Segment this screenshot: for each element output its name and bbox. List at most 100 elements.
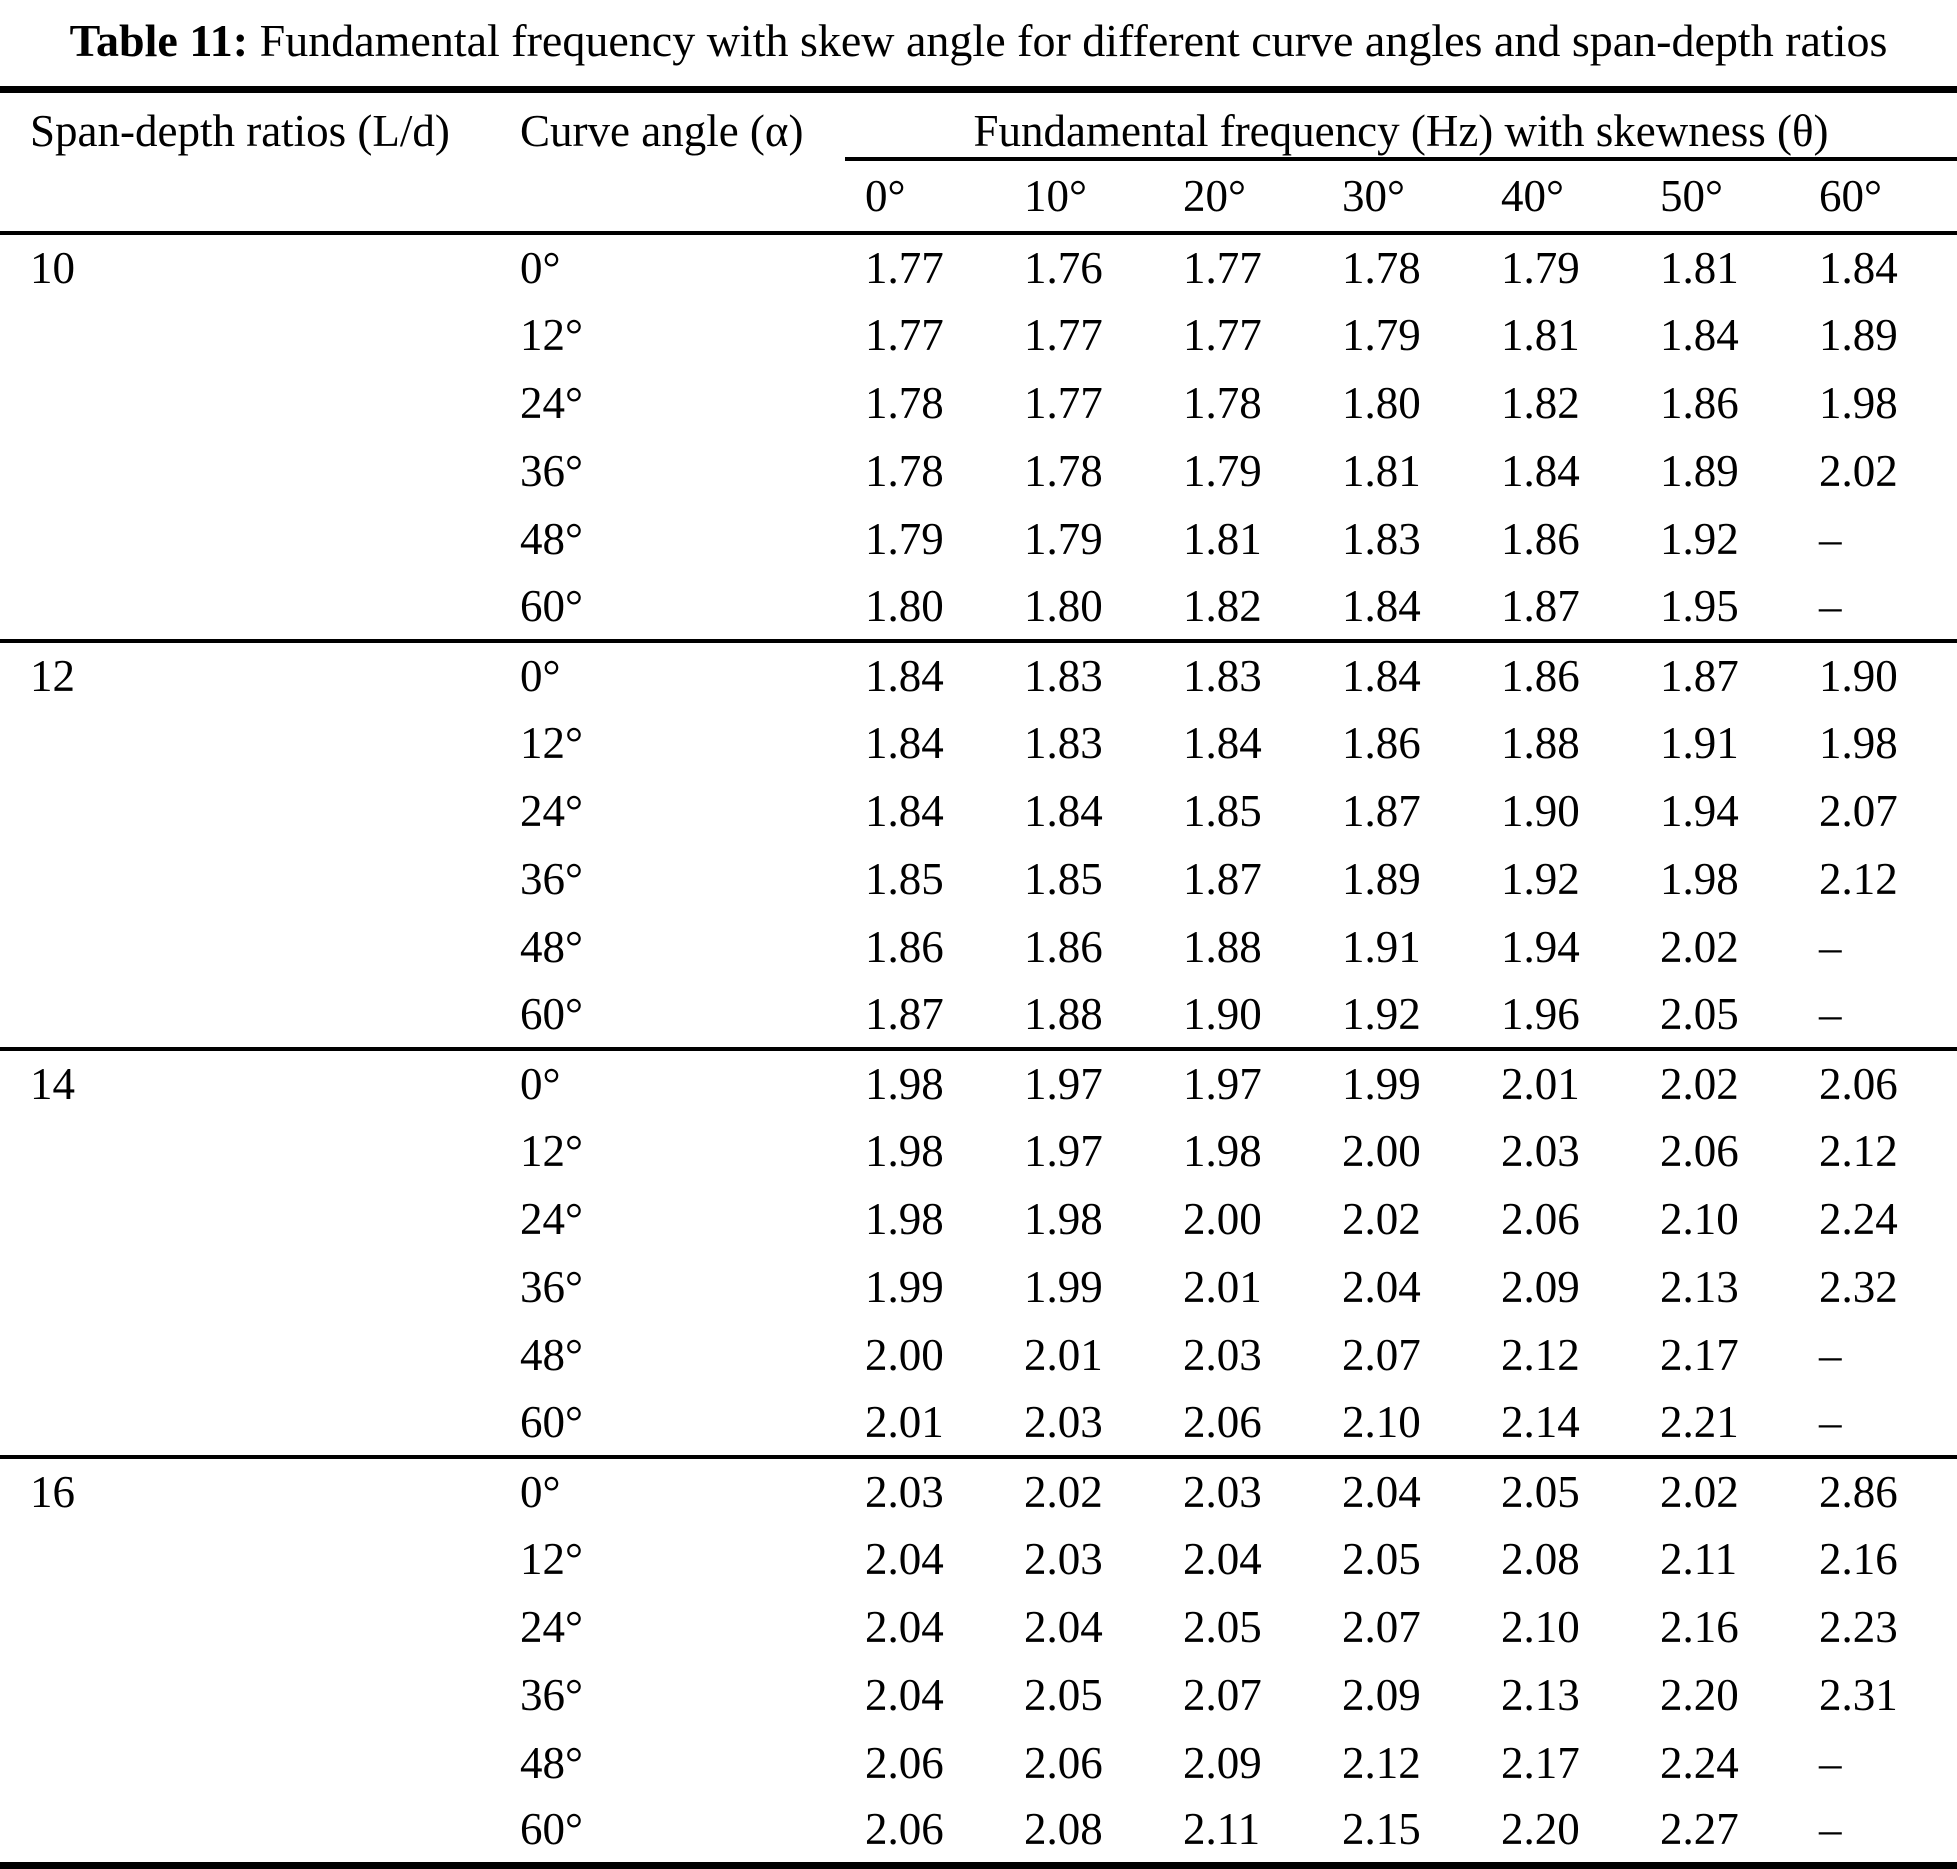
table-header: Span-depth ratios (L/d) Curve angle (α) …: [0, 89, 1957, 235]
curve-angle-cell: 36°: [520, 446, 583, 496]
frequency-value-cell: 1.98: [865, 1194, 944, 1244]
frequency-value-cell: –: [1819, 1330, 1842, 1380]
frequency-value-cell: 1.85: [1183, 786, 1262, 836]
frequency-value-cell: 2.06: [1501, 1194, 1580, 1244]
frequency-value-cell: 1.85: [865, 854, 944, 904]
table-row: 24° 1.84 1.84 1.85 1.87 1.90 1.94 2.07: [0, 777, 1957, 845]
frequency-value-cell: 1.82: [1163, 573, 1322, 643]
frequency-value-cell: 2.04: [1183, 1534, 1262, 1584]
span-depth-cell: [0, 913, 495, 981]
frequency-value-cell: 1.84: [1660, 310, 1739, 360]
curve-angle-cell: 12°: [520, 718, 583, 768]
frequency-value-cell: 1.86: [1660, 378, 1739, 428]
frequency-value-cell: 2.13: [1660, 1262, 1739, 1312]
frequency-value-cell: –: [1799, 573, 1957, 643]
frequency-value-cell: 1.84: [865, 651, 944, 701]
col-header-frequency-group: Fundamental frequency (Hz) with skewness…: [845, 89, 1957, 161]
curve-angle-cell: 12°: [520, 1126, 583, 1176]
frequency-value-cell: 1.91: [1342, 922, 1421, 972]
frequency-value-cell: 1.98: [865, 1126, 944, 1176]
frequency-value-cell: 2.00: [1342, 1126, 1421, 1176]
curve-angle-cell: 0°: [520, 243, 561, 293]
frequency-value-cell: 1.81: [1660, 243, 1739, 293]
curve-angle-cell: 48°: [520, 922, 583, 972]
span-depth-cell: [0, 1797, 495, 1865]
frequency-value-cell: 2.21: [1640, 1389, 1799, 1459]
frequency-value-cell: 1.85: [1024, 854, 1103, 904]
frequency-value-cell: 1.86: [865, 922, 944, 972]
curve-angle-cell: 48°: [520, 1738, 583, 1788]
frequency-value-cell: 2.23: [1819, 1602, 1898, 1652]
frequency-value-cell: 1.86: [1024, 922, 1103, 972]
span-depth-cell: [0, 845, 495, 913]
table-row: 36° 1.85 1.85 1.87 1.89 1.92 1.98 2.12: [0, 845, 1957, 913]
frequency-value-cell: 2.05: [1501, 1467, 1580, 1517]
frequency-value-cell: 1.79: [1501, 243, 1580, 293]
span-depth-cell: [0, 437, 495, 505]
frequency-value-cell: 2.17: [1501, 1738, 1580, 1788]
frequency-value-cell: 1.79: [1183, 446, 1262, 496]
frequency-value-cell: 1.97: [1024, 1126, 1103, 1176]
frequency-value-cell: 2.32: [1819, 1262, 1898, 1312]
frequency-value-cell: 2.31: [1819, 1670, 1898, 1720]
frequency-value-cell: 1.94: [1501, 922, 1580, 972]
frequency-value-cell: 2.12: [1342, 1738, 1421, 1788]
frequency-value-cell: 2.09: [1342, 1670, 1421, 1720]
table-row: 36° 1.99 1.99 2.01 2.04 2.09 2.13 2.32: [0, 1253, 1957, 1321]
frequency-value-cell: 1.81: [1501, 310, 1580, 360]
span-depth-cell: [0, 505, 495, 573]
frequency-value-cell: 1.76: [1024, 243, 1103, 293]
frequency-value-cell: 2.11: [1183, 1804, 1261, 1855]
frequency-value-cell: 2.06: [1024, 1738, 1103, 1788]
frequency-value-cell: 1.92: [1322, 981, 1481, 1051]
frequency-value-cell: 1.84: [1342, 651, 1421, 701]
curve-angle-cell: 60°: [520, 1804, 583, 1855]
frequency-value-cell: 2.05: [1342, 1534, 1421, 1584]
frequency-value-cell: 1.94: [1660, 786, 1739, 836]
frequency-value-cell: 2.20: [1501, 1804, 1580, 1855]
frequency-value-cell: 2.06: [1819, 1059, 1898, 1109]
frequency-value-cell: 1.78: [1183, 378, 1262, 428]
frequency-value-cell: 1.79: [1342, 310, 1421, 360]
frequency-value-cell: 1.84: [1183, 718, 1262, 768]
frequency-value-cell: 1.80: [1342, 378, 1421, 428]
frequency-value-cell: 2.04: [1342, 1262, 1421, 1312]
frequency-value-cell: 2.03: [1183, 1467, 1262, 1517]
frequency-value-cell: 1.80: [845, 573, 1004, 643]
frequency-value-cell: 2.04: [865, 1602, 944, 1652]
frequency-value-cell: 1.83: [1024, 718, 1103, 768]
frequency-value-cell: 1.84: [865, 718, 944, 768]
frequency-value-cell: 1.99: [865, 1262, 944, 1312]
frequency-value-cell: 2.05: [1183, 1602, 1262, 1652]
frequency-value-cell: 2.06: [865, 1738, 944, 1788]
subheader-row: 0° 10° 20° 30° 40° 50° 60°: [0, 159, 1957, 235]
frequency-value-cell: 1.84: [1819, 243, 1898, 293]
frequency-value-cell: 2.08: [1024, 1804, 1103, 1855]
table-row: 60° 1.87 1.88 1.90 1.92 1.96 2.05–: [0, 981, 1957, 1051]
col-header-span-depth: Span-depth ratios (L/d): [0, 89, 495, 235]
curve-angle-cell: 0°: [520, 651, 561, 701]
frequency-value-cell: 1.92: [1660, 514, 1739, 564]
frequency-value-cell: 1.81: [1342, 446, 1421, 496]
frequency-value-cell: 2.04: [865, 1534, 944, 1584]
frequency-value-cell: 2.08: [1501, 1534, 1580, 1584]
frequency-value-cell: 2.03: [1024, 1534, 1103, 1584]
frequency-value-cell: 1.99: [1024, 1262, 1103, 1312]
frequency-value-cell: 1.82: [1501, 378, 1580, 428]
frequency-value-cell: 1.87: [1481, 573, 1640, 643]
curve-angle-cell: 48°: [520, 514, 583, 564]
frequency-value-cell: 1.84: [865, 786, 944, 836]
frequency-value-cell: 1.92: [1501, 854, 1580, 904]
table-row: 48° 1.79 1.79 1.81 1.83 1.86 1.92 –: [0, 505, 1957, 573]
frequency-value-cell: 1.88: [1183, 922, 1262, 972]
span-depth-cell: [0, 1525, 495, 1593]
frequency-value-cell: 2.09: [1183, 1738, 1262, 1788]
table-row: 60° 2.01 2.03 2.06 2.10 2.14 2.21–: [0, 1389, 1957, 1459]
table-row: 12° 1.77 1.77 1.77 1.79 1.81 1.84 1.89: [0, 301, 1957, 369]
frequency-value-cell: 1.77: [1024, 310, 1103, 360]
frequency-value-cell: 2.02: [1660, 922, 1739, 972]
frequency-value-cell: –: [1799, 1389, 1957, 1459]
curve-angle-cell: 48°: [520, 1330, 583, 1380]
span-depth-cell: [0, 1729, 495, 1797]
frequency-value-cell: 1.87: [1183, 854, 1262, 904]
